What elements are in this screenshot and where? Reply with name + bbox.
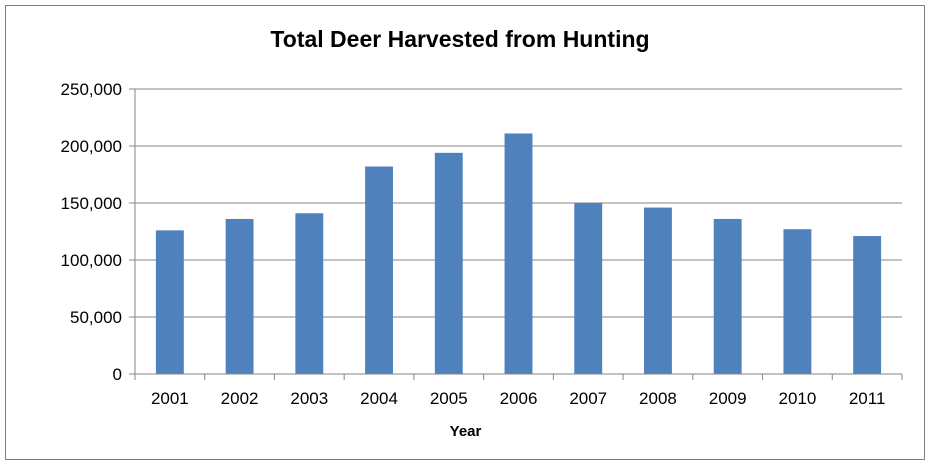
bar-2009 [713,218,742,374]
x-tick-label: 2004 [360,389,398,408]
bar-2002 [225,218,254,374]
bar-2001 [155,230,184,374]
y-tick-label: 100,000 [61,251,122,270]
x-tick-label: 2008 [639,389,677,408]
bar-2007 [574,203,603,374]
y-tick-labels: 0 50,000 100,000 150,000 200,000 250,000 [61,80,122,384]
y-tick-label: 50,000 [70,308,122,327]
y-tick-label: 0 [113,365,122,384]
bar-2011 [853,236,882,374]
bar-2008 [644,207,672,374]
y-tick-label: 150,000 [61,194,122,213]
bar-2005 [434,152,463,374]
x-tick-label: 2009 [709,389,747,408]
x-tick-label: 2003 [290,389,328,408]
x-tick-label: 2006 [500,389,538,408]
bar-2006 [504,133,533,374]
bar-2010 [783,229,812,374]
y-tick-label: 200,000 [61,137,122,156]
chart-title: Total Deer Harvested from Hunting [270,26,650,52]
bars [155,133,882,374]
axes [129,88,903,380]
y-tick-label: 250,000 [61,80,122,99]
x-tick-label: 2010 [778,389,816,408]
bar-2004 [365,166,393,374]
x-tick-label: 2002 [221,389,259,408]
x-tick-label: 2007 [569,389,607,408]
x-tick-label: 2005 [430,389,468,408]
x-tick-label: 2011 [849,389,886,408]
x-tick-labels: 2001 2002 2003 2004 2005 2006 2007 2008 2009 2010… [151,389,885,408]
x-axis-label: Year [449,423,482,440]
bar-2003 [295,213,324,374]
x-tick-label: 2001 [151,389,189,408]
